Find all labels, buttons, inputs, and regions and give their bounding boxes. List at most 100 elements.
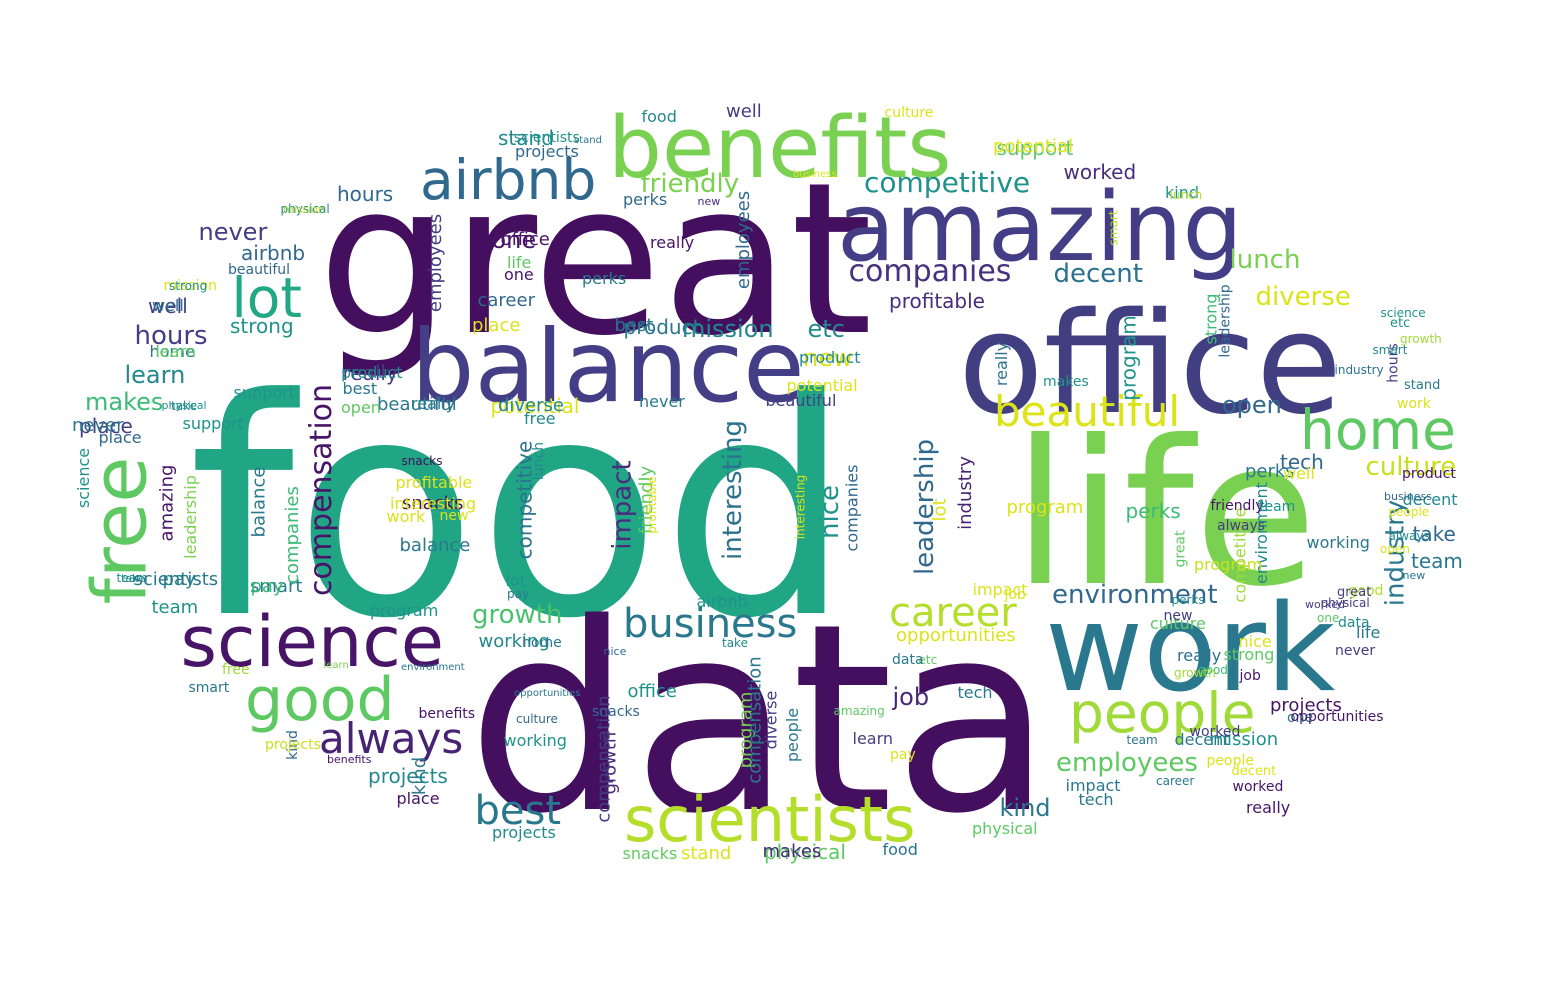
word-great: great xyxy=(1172,530,1189,568)
word-open: open xyxy=(1222,391,1282,419)
word-smart: smart xyxy=(188,680,230,696)
word-environment: environment xyxy=(1052,580,1218,610)
word-stand: stand xyxy=(1404,377,1441,393)
word-mission: mission xyxy=(682,315,774,343)
word-science: science xyxy=(180,601,444,683)
word-growth: growth xyxy=(472,600,563,630)
word-pay: pay xyxy=(250,576,284,597)
word-one: one xyxy=(1287,710,1314,726)
word-amazing: amazing xyxy=(155,464,177,542)
word-compensation: compensation xyxy=(304,383,340,597)
word-etc: etc xyxy=(807,315,845,343)
word-take: take xyxy=(171,399,197,413)
word-office: office xyxy=(627,681,677,702)
word-career: career xyxy=(1156,774,1195,788)
word-good: good xyxy=(1198,663,1228,677)
word-team: team xyxy=(1259,499,1296,515)
word-worked: worked xyxy=(1305,597,1345,611)
word-culture: culture xyxy=(1365,452,1457,482)
word-people: people xyxy=(1069,680,1256,745)
word-worked: worked xyxy=(1232,779,1284,795)
word-well: well xyxy=(148,294,188,318)
word-growth: growth xyxy=(1174,666,1216,680)
word-data: data xyxy=(892,652,924,668)
word-profitable: profitable xyxy=(889,289,985,313)
word-makes: makes xyxy=(762,841,822,862)
word-lot: lot xyxy=(231,265,303,330)
word-always: always xyxy=(319,714,464,763)
word-mission: mission xyxy=(163,278,217,294)
word-best: best xyxy=(614,315,654,336)
word-work: work xyxy=(386,507,426,526)
word-etc: etc xyxy=(1390,315,1411,331)
word-never: never xyxy=(198,218,268,246)
word-airbnb: airbnb xyxy=(696,592,748,611)
word-etc: etc xyxy=(918,653,938,667)
word-business: business xyxy=(623,601,798,647)
word-people: people xyxy=(783,707,803,763)
word-amazing: amazing xyxy=(837,172,1243,283)
word-physical: physical xyxy=(1320,596,1370,610)
word-life: life xyxy=(1356,623,1381,642)
word-airbnb: airbnb xyxy=(241,241,306,265)
word-lot: lot xyxy=(929,498,951,522)
word-place: place xyxy=(472,315,521,336)
word-working: working xyxy=(1306,533,1370,552)
word-physical: physical xyxy=(280,202,330,216)
word-never: never xyxy=(72,415,124,436)
word-stand: stand xyxy=(681,843,732,864)
word-free: free xyxy=(222,662,250,678)
word-potential: potential xyxy=(993,136,1074,157)
word-growth: growth xyxy=(1400,332,1442,346)
word-product: product xyxy=(341,363,403,382)
word-decent: decent xyxy=(1174,730,1230,749)
word-support: support xyxy=(233,383,295,402)
word-data: data xyxy=(1338,615,1370,631)
word-support: support xyxy=(996,136,1074,160)
word-take: take xyxy=(1412,522,1456,546)
word-amazing: amazing xyxy=(833,704,885,718)
word-home: home xyxy=(1300,397,1456,462)
word-never: never xyxy=(1335,643,1376,659)
word-kind: kind xyxy=(1165,183,1200,202)
word-one: one xyxy=(491,226,537,254)
word-industry: industry xyxy=(954,456,976,530)
word-kind: kind xyxy=(999,794,1051,822)
word-culture: culture xyxy=(884,105,934,121)
word-new: new xyxy=(803,344,853,372)
word-balance: balance xyxy=(411,308,805,425)
word-strong: strong xyxy=(230,314,294,338)
word-culture: culture xyxy=(1150,614,1206,633)
word-product: product xyxy=(1402,466,1456,482)
word-environment: environment xyxy=(401,662,465,673)
word-potential: potential xyxy=(490,394,580,418)
word-companies: companies xyxy=(848,254,1012,289)
word-culture: culture xyxy=(516,712,558,726)
word-really: really xyxy=(992,341,1012,387)
word-open: open xyxy=(1380,542,1410,556)
word-employees: employees xyxy=(733,190,755,290)
word-pay: pay xyxy=(890,747,916,763)
word-stand: stand xyxy=(574,135,602,146)
word-take: take xyxy=(121,571,145,585)
word-worked: worked xyxy=(1189,724,1241,740)
word-never: never xyxy=(639,392,685,411)
word-lunch: lunch xyxy=(1229,245,1301,275)
word-best: best xyxy=(342,379,378,398)
word-impact: impact xyxy=(1065,776,1121,795)
word-strong: strong xyxy=(1223,645,1275,664)
word-life: life xyxy=(507,253,532,272)
word-projects: projects xyxy=(515,142,579,161)
word-good: good xyxy=(245,665,395,735)
word-working: working xyxy=(503,731,567,750)
word-food: food xyxy=(188,335,852,684)
word-lot: lot xyxy=(505,571,527,590)
word-makes: makes xyxy=(85,388,164,416)
word-place: place xyxy=(98,428,142,447)
word-interesting: interesting xyxy=(792,474,807,540)
word-learn: learn xyxy=(155,342,197,361)
word-projects: projects xyxy=(265,737,321,753)
word-employees: employees xyxy=(1056,748,1198,778)
word-industry: industry xyxy=(1334,363,1384,377)
word-new: new xyxy=(439,508,469,524)
